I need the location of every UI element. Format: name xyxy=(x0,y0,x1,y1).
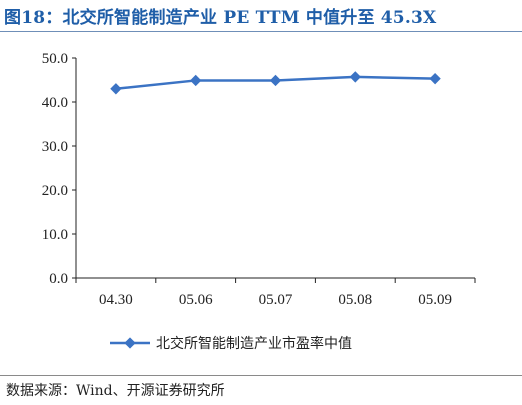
y-tick-label: 0.0 xyxy=(49,271,68,287)
y-tick-label: 30.0 xyxy=(42,139,68,155)
legend-label: 北交所智能制造产业市盈率中值 xyxy=(156,335,352,352)
data-point xyxy=(190,74,202,87)
x-tick-label: 05.07 xyxy=(259,292,293,308)
legend-marker xyxy=(124,337,136,349)
y-tick-label: 10.0 xyxy=(42,227,68,243)
chart-title: 图18：北交所智能制造产业 PE TTM 中值升至 45.3X xyxy=(4,8,437,28)
source-note: 数据来源：Wind、开源证券研究所 xyxy=(6,383,225,399)
x-tick-label: 04.30 xyxy=(99,292,133,308)
x-tick-group: 04.30 05.06 05.07 05.08 05.09 xyxy=(75,278,476,308)
x-tick-label: 05.06 xyxy=(179,292,213,308)
line-chart: 0.010.020.030.040.050.0 04.30 05.06 05.07 0… xyxy=(42,51,476,352)
source-divider xyxy=(0,375,522,376)
data-point xyxy=(349,71,361,83)
title-divider xyxy=(0,31,522,32)
data-point xyxy=(429,73,441,85)
x-tick-label: 05.08 xyxy=(338,292,372,308)
data-point xyxy=(269,74,282,87)
y-tick-label: 20.0 xyxy=(42,183,68,199)
y-tick-group: 0.0 10.0 20.0 30.0 40.0 50.0 xyxy=(42,51,76,287)
y-tick-label: 40.0 xyxy=(42,95,68,111)
data-point xyxy=(110,83,122,95)
legend: 北交所智能制造产业市盈率中值 xyxy=(110,335,352,352)
x-tick-label: 05.09 xyxy=(418,292,452,308)
y-tick-label: 50.0 xyxy=(42,51,68,67)
axes xyxy=(75,58,475,279)
series-layer xyxy=(110,71,441,95)
